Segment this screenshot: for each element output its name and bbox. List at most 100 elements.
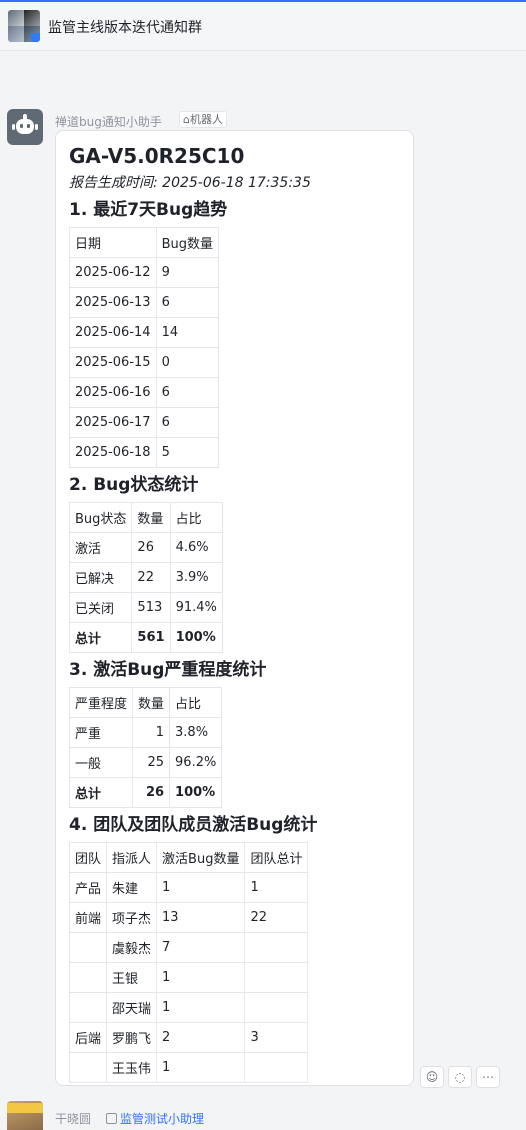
crown-icon: [7, 1103, 43, 1113]
table-row: 王玉伟 1: [68, 1052, 309, 1083]
message-actions: ☺ ◌ ⋯: [420, 1066, 500, 1088]
table-header-row: 严重程度 数量 占比: [68, 687, 223, 718]
bot-avatar[interactable]: [7, 109, 43, 145]
table-row: 已关闭 513 91.4%: [68, 592, 223, 623]
table-cell: [68, 1052, 108, 1083]
table-cell: 已解决: [68, 562, 133, 593]
table-cell: 26: [131, 532, 171, 563]
table-row: 2025-06-12 9: [69, 257, 219, 288]
table-row: 虞毅杰 7: [68, 932, 309, 963]
table-header-row: Bug状态 数量 占比: [68, 502, 223, 533]
top-accent-line: [0, 0, 526, 2]
table-row: 2025-06-14 14: [69, 317, 219, 348]
table-cell: 513: [131, 592, 171, 623]
table-cell: 5: [155, 437, 219, 468]
table-row: 2025-06-15 0: [69, 347, 219, 378]
group-title[interactable]: 监管主线版本迭代通知群: [48, 20, 202, 36]
table-cell: 1: [156, 992, 246, 1023]
table-header: 数量: [131, 502, 171, 533]
chat-header: 监管主线版本迭代通知群: [0, 2, 526, 51]
table-row: 邵天瑞 1: [68, 992, 309, 1023]
table-cell: 7: [156, 932, 246, 963]
robot-ear: [35, 124, 38, 130]
reaction-button[interactable]: ☺: [420, 1066, 444, 1088]
table-row: 2025-06-17 6: [69, 407, 219, 438]
table-cell: 9: [155, 257, 219, 288]
table-header: Bug状态: [68, 502, 133, 533]
table-cell: 项子杰: [106, 902, 158, 933]
table-cell: [68, 962, 108, 993]
table-header: Bug数量: [155, 227, 219, 258]
table-cell: 一般: [68, 747, 134, 778]
table-cell: 100%: [169, 622, 223, 653]
sender-name[interactable]: 干晓圆: [55, 1112, 92, 1126]
report-subtitle: 报告生成时间: 2025-06-18 17:35:35: [69, 175, 311, 191]
badge-icon: [31, 33, 40, 42]
reply-button[interactable]: ◌: [448, 1066, 472, 1088]
table-cell: 王玉伟: [106, 1052, 158, 1083]
table-cell: 2025-06-14: [69, 317, 157, 348]
table-cell: 4.6%: [169, 532, 223, 563]
table-header: 占比: [169, 502, 223, 533]
avatar-tile: [24, 26, 40, 42]
table-row: 前端 项子杰 13 22: [68, 902, 309, 933]
table-cell: 1: [132, 717, 171, 748]
robot-ear: [12, 124, 15, 130]
table-cell: 6: [155, 407, 219, 438]
table-row: 一般 25 96.2%: [68, 747, 223, 778]
table-cell: 产品: [68, 872, 108, 903]
robot-tag-icon: ⌂: [183, 113, 190, 126]
table-cell: 91.4%: [169, 592, 223, 623]
table-cell: 100%: [169, 777, 223, 808]
table-cell: 3.8%: [169, 717, 223, 748]
table-cell: 2025-06-17: [69, 407, 157, 438]
table-cell: [244, 1052, 309, 1083]
table-row: 2025-06-18 5: [69, 437, 219, 468]
table-cell: 王银: [106, 962, 158, 993]
table-cell: 总计: [68, 622, 133, 653]
table-cell: 2025-06-13: [69, 287, 157, 318]
avatar-tile: [8, 26, 24, 42]
severity-table: 严重程度 数量 占比 严重 1 3.8% 一般 25 96.2% 总计 26 100%: [68, 687, 223, 808]
section-title: 4. 团队及团队成员激活Bug统计: [69, 815, 318, 835]
table-cell: 561: [131, 622, 171, 653]
avatar[interactable]: [7, 1101, 43, 1130]
table-cell: 2: [156, 1022, 246, 1053]
bot-link-label[interactable]: 监管测试小助理: [120, 1112, 205, 1126]
table-cell: 1: [156, 872, 246, 903]
table-cell: [244, 932, 309, 963]
app-icon: [106, 1113, 117, 1124]
sender-name[interactable]: 禅道bug通知小助手: [55, 115, 162, 129]
table-cell: 6: [155, 287, 219, 318]
more-button[interactable]: ⋯: [476, 1066, 500, 1088]
table-header: 数量: [132, 687, 171, 718]
table-row: 2025-06-16 6: [69, 377, 219, 408]
table-cell: 1: [244, 872, 309, 903]
table-row: 王银 1: [68, 962, 309, 993]
more-icon: ⋯: [482, 1070, 494, 1084]
table-cell: 96.2%: [169, 747, 223, 778]
table-cell: 14: [155, 317, 219, 348]
table-header: 日期: [69, 227, 157, 258]
table-header: 团队总计: [244, 842, 309, 873]
table-cell: 3: [244, 1022, 309, 1053]
table-row: 已解决 22 3.9%: [68, 562, 223, 593]
table-header: 严重程度: [68, 687, 134, 718]
table-cell: 邵天瑞: [106, 992, 158, 1023]
bot-mention-link[interactable]: 监管测试小助理: [106, 1110, 204, 1127]
report-title: GA-V5.0R25C10: [69, 144, 245, 168]
trend-table: 日期 Bug数量 2025-06-12 9 2025-06-13 6 2025-06…: [69, 227, 219, 468]
reply-icon: ◌: [454, 1070, 466, 1084]
table-row: 激活 26 4.6%: [68, 532, 223, 563]
table-cell: 1: [156, 962, 246, 993]
table-cell: 总计: [68, 777, 134, 808]
table-header: 占比: [169, 687, 223, 718]
table-cell: 2025-06-12: [69, 257, 157, 288]
table-row: 严重 1 3.8%: [68, 717, 223, 748]
group-avatar[interactable]: [8, 10, 40, 42]
table-cell: 罗鹏飞: [106, 1022, 158, 1053]
table-cell: [244, 962, 309, 993]
avatar-tile: [24, 10, 40, 26]
table-cell: 前端: [68, 902, 108, 933]
table-total-row: 总计 561 100%: [68, 622, 223, 653]
